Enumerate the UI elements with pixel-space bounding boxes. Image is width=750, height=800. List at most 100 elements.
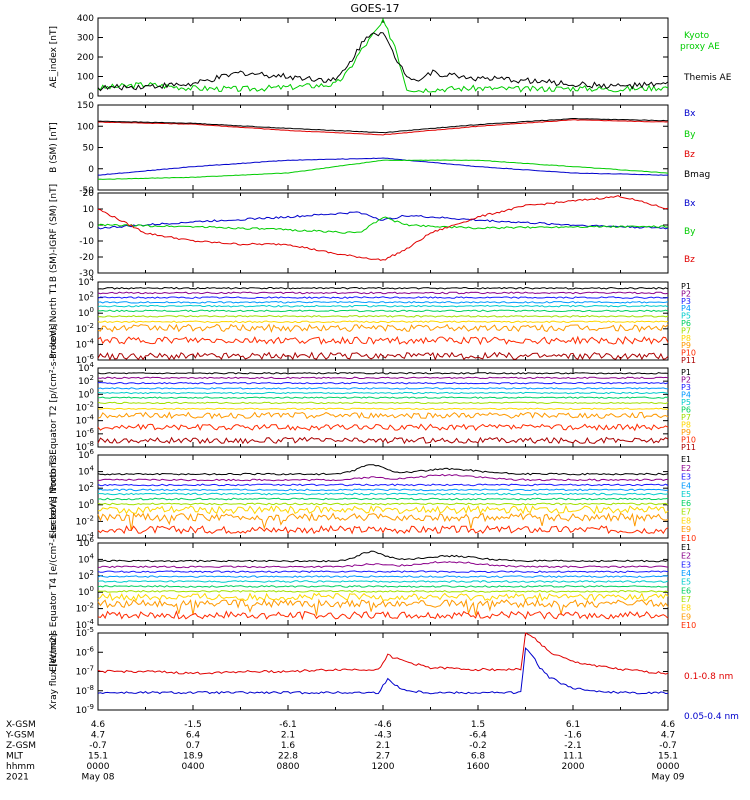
panel-ae: 0 100 200 300 400 AE_index [nT] [49, 14, 669, 102]
footer-value: 6.4 [186, 731, 201, 741]
legend-bx: Bx [684, 199, 696, 209]
channel-line-e7 [97, 590, 669, 593]
footer-row-label: X-GSM [6, 720, 36, 730]
footer-value: 1.6 [281, 741, 296, 751]
channel-label-e1: E1 [681, 455, 691, 464]
y-tick-label: 102 [78, 569, 94, 582]
y-tick-label: 104 [78, 465, 94, 478]
footer-value: 2.1 [376, 741, 390, 751]
channel-line-p3 [97, 381, 669, 385]
channel-line-p11 [97, 351, 669, 361]
y-tick-label: 0 [88, 92, 94, 102]
footer-value: -6.1 [279, 720, 297, 730]
channel-line-e3 [97, 570, 669, 574]
channel-label-p2: P2 [681, 376, 691, 385]
channel-line-e10 [97, 610, 669, 621]
channel-label-e5: E5 [681, 490, 691, 499]
footer-value: 2000 [562, 762, 585, 772]
channel-label-p4: P4 [681, 304, 691, 313]
footer-value: 2.7 [376, 752, 390, 762]
footer-value: -2.1 [564, 741, 582, 751]
channel-label-e7: E7 [681, 595, 691, 604]
y-tick-label: 100 [78, 306, 94, 319]
y-tick-label: 102 [78, 291, 94, 304]
y-tick-label: 0 [88, 165, 94, 175]
channel-label-e3: E3 [681, 473, 691, 482]
y-tick-label: 104 [78, 361, 94, 374]
y-tick-label: 10-4 [76, 337, 95, 350]
y-tick-label: -50 [79, 186, 94, 196]
channel-label-e5: E5 [681, 578, 691, 587]
footer-value: -4.6 [374, 720, 392, 730]
y-tick-label: 10-6 [76, 645, 95, 658]
series-line-0-05-0-4-nm [97, 647, 669, 695]
channel-line-p5 [97, 391, 669, 395]
legend-bx: Bx [684, 109, 696, 119]
legend-themis: Themis AE [683, 73, 732, 83]
channel-label-p11: P11 [681, 356, 696, 365]
footer-row-label: MLT [6, 752, 24, 762]
y-tick-label: -30 [79, 269, 94, 279]
y-tick-label: 10-5 [76, 626, 94, 639]
legend-bmag: Bmag [684, 170, 710, 180]
y-tick-label: 100 [78, 387, 94, 400]
y-tick-label: 100 [77, 122, 94, 132]
legend-bz: Bz [684, 150, 695, 160]
y-tick-label: 10-4 [76, 531, 95, 544]
channel-label-e10: E10 [681, 621, 696, 630]
y-tick-label: 400 [77, 14, 94, 24]
y-axis-label: Protons Equator T2 [p/(cm²-s-sr-keV)] [49, 324, 59, 492]
channel-label-e6: E6 [681, 499, 691, 508]
footer-value: -0.7 [659, 741, 677, 751]
panel-ee: 106 104 102 100 10-2 10-4 Electrons Equator T4… [49, 496, 669, 672]
channel-label-p1: P1 [681, 368, 691, 377]
channel-line-e6 [97, 497, 669, 501]
channel-line-e7 [97, 502, 669, 506]
y-tick-label: 106 [78, 448, 94, 461]
channel-label-p10: P10 [681, 436, 696, 445]
channel-line-p9 [97, 323, 669, 333]
series-line-bz [97, 195, 669, 261]
channel-line-p4 [97, 300, 669, 304]
y-tick-label: 104 [78, 275, 94, 288]
footer-value: 4.7 [661, 731, 675, 741]
y-tick-label: 0 [88, 221, 94, 231]
channel-label-e10: E10 [681, 534, 696, 543]
panel-frame [97, 632, 669, 711]
panel-frame [97, 192, 669, 274]
channel-label-p9: P9 [681, 428, 691, 437]
channel-label-e7: E7 [681, 508, 691, 517]
channel-label-e3: E3 [681, 560, 691, 569]
channel-label-e2: E2 [681, 464, 691, 473]
y-tick-label: 10-6 [76, 353, 95, 366]
y-tick-label: 102 [78, 481, 94, 494]
channel-label-e1: E1 [681, 543, 691, 552]
panel-frame [97, 17, 669, 97]
channel-line-p1 [97, 286, 669, 290]
channel-line-p6 [97, 309, 669, 313]
channel-label-p11: P11 [681, 443, 696, 452]
footer-value: 6.8 [471, 752, 486, 762]
legend-xray-long: 0.1-0.8 nm [684, 672, 733, 682]
channel-line-e10 [97, 525, 669, 535]
channel-line-p8 [97, 407, 669, 411]
channel-line-e5 [97, 492, 669, 496]
y-tick-label: 10 [83, 205, 95, 215]
y-tick-label: 10-2 [76, 514, 94, 527]
y-tick-label: 50 [83, 144, 95, 154]
legend-xray-short: 0.05-0.4 nm [684, 712, 739, 722]
channel-line-p7 [97, 401, 669, 405]
footer-value: 0.7 [186, 741, 200, 751]
channel-line-p4 [97, 387, 669, 390]
footer-value: 1600 [467, 762, 490, 772]
y-tick-label: 10-8 [76, 684, 94, 697]
y-tick-label: 10-2 [76, 322, 94, 335]
channel-label-p2: P2 [681, 289, 691, 298]
footer-value: -6.4 [469, 731, 487, 741]
footer-value: 4.7 [91, 731, 105, 741]
channel-line-p7 [97, 314, 669, 318]
panel-pn: 104 102 100 10-2 10-4 10-6 Protons North T1 [49, 275, 669, 366]
channel-line-p11 [97, 436, 669, 445]
footer-value: May 08 [82, 773, 115, 783]
